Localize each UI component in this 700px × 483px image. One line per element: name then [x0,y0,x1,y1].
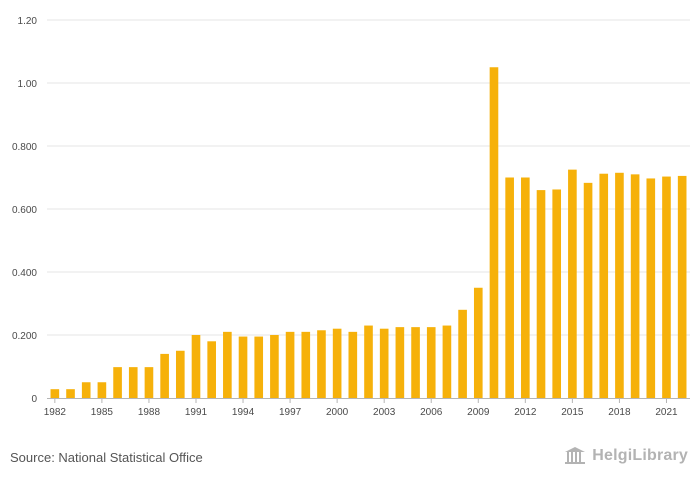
bar-2014[interactable] [552,189,562,398]
bar-2015[interactable] [568,169,577,399]
y-axis-ticks: 0 0.200 0.400 0.600 0.800 1.00 1.20 [12,16,37,405]
bar-1989[interactable] [160,353,169,398]
bar-2013[interactable] [536,190,546,398]
x-tick-label: 2018 [608,407,631,418]
bar-2009[interactable] [473,287,483,398]
x-tick-label: 1988 [138,407,161,418]
bar-2007[interactable] [442,325,452,398]
bar-2006[interactable] [426,327,436,399]
x-tick-label: 2012 [514,407,537,418]
x-tick-label: 1985 [91,407,114,418]
bar-2019[interactable] [630,174,640,398]
bar-1990[interactable] [175,350,185,398]
bar-1998[interactable] [301,331,311,398]
library-building-icon [565,447,586,464]
bar-2011[interactable] [505,177,514,399]
bar-1994[interactable] [238,336,248,398]
bar-2022[interactable] [677,175,687,398]
x-tick-label: 2015 [561,407,584,418]
bar-2000[interactable] [332,328,342,398]
x-tick-label: 1997 [279,407,302,418]
bar-2016[interactable] [583,182,593,398]
y-tick-label: 0.600 [12,205,37,216]
bar-2010[interactable] [489,67,499,398]
y-tick-label: 0 [31,394,37,405]
bar-1999[interactable] [317,330,326,398]
bar-1996[interactable] [270,335,279,398]
bar-2021[interactable] [662,176,671,398]
x-tick-label: 2009 [467,407,490,418]
bar-1992[interactable] [207,341,216,398]
bar-1997[interactable] [285,331,295,398]
bar-2005[interactable] [411,327,420,399]
bar-2001[interactable] [348,331,358,398]
bar-2008[interactable] [458,309,467,398]
x-tick-label: 1982 [44,407,67,418]
bar-1991[interactable] [191,335,201,398]
bar-1995[interactable] [254,336,264,398]
gridlines [47,19,690,336]
bar-2017[interactable] [599,173,609,398]
y-tick-label: 0.200 [12,331,37,342]
y-tick-label: 0.400 [12,268,37,279]
x-tick-label: 1994 [232,407,255,418]
bar-1984[interactable] [81,382,91,398]
y-tick-label: 0.800 [12,142,37,153]
bar-1988[interactable] [144,367,154,398]
bar-2018[interactable] [615,172,624,398]
bar-1993[interactable] [223,331,232,398]
brand-name: HelgiLibrary [592,447,688,464]
bar-2002[interactable] [364,325,373,398]
bar-2004[interactable] [395,327,405,399]
bar-2003[interactable] [379,328,389,398]
bar-1985[interactable] [97,382,107,398]
bar-2020[interactable] [646,178,656,398]
bar-2012[interactable] [521,177,530,399]
y-tick-label: 1.00 [18,79,38,90]
bar-1986[interactable] [113,367,122,398]
x-tick-label: 2021 [655,407,678,418]
y-tick-label: 1.20 [18,16,38,27]
x-axis-ticks: 1982 1985 1988 1991 1994 1997 2000 2003 2006 2009… [44,398,678,418]
bar-1982[interactable] [50,389,60,398]
x-tick-label: 2006 [420,407,443,418]
bar-1983[interactable] [66,389,75,398]
x-tick-label: 2000 [326,407,349,418]
x-tick-label: 1991 [185,407,208,418]
bars [50,67,687,399]
source-note: Source: National Statistical Office [10,450,203,465]
x-tick-label: 2003 [373,407,396,418]
bar-1987[interactable] [128,367,138,398]
brand-logo[interactable]: HelgiLibrary [564,446,688,466]
